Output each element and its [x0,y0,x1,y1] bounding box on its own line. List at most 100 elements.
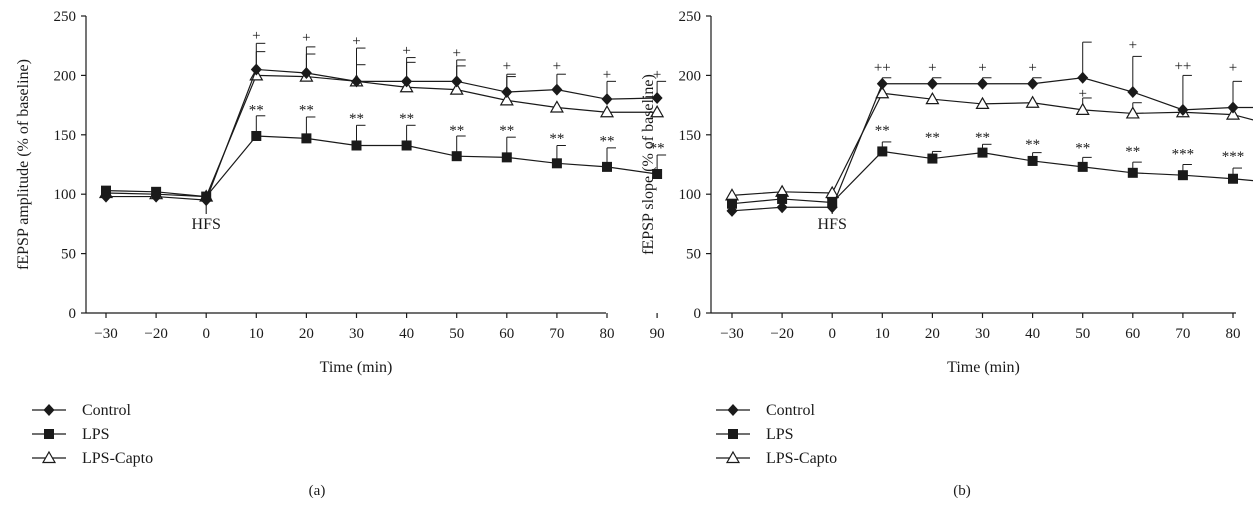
significance-marker: + [978,60,986,76]
data-point [351,140,362,151]
data-point [727,198,737,209]
data-point [1127,86,1139,99]
significance-marker: *** [1222,149,1245,165]
x-tick-label: 50 [449,326,464,342]
data-point [1225,107,1241,120]
y-tick-label: 150 [679,128,702,144]
data-point [451,151,462,162]
y-tick-label: 250 [679,9,702,25]
data-point [351,75,362,88]
data-point [401,140,412,151]
data-point [651,91,663,104]
significance-marker: ** [349,111,364,127]
y-tick-label: 100 [54,187,77,203]
data-point [150,190,162,203]
significance-marker: ** [1025,137,1040,153]
legend-entry: LPS [82,426,110,443]
legend-marker [728,429,738,439]
x-tick-label: 30 [975,326,990,342]
significance-marker: *** [1172,147,1195,163]
significance-marker: ** [299,103,314,119]
data-point [499,93,514,106]
x-tick-label: −20 [770,326,793,342]
panel-label: (b) [953,483,971,499]
x-tick-label: 90 [650,326,665,342]
x-tick-label: 40 [1025,326,1040,342]
series-line [106,68,658,201]
data-point [652,169,663,180]
data-point [601,93,613,106]
series-lps [727,141,1253,209]
significance-marker: + [352,34,360,50]
y-tick-label: 0 [694,306,702,322]
significance-marker: + [503,59,511,75]
significance-marker: + [1129,37,1137,53]
data-point [1027,77,1039,90]
hfs-label: HFS [192,216,221,233]
legend-marker [43,404,55,416]
x-tick-label: 70 [549,326,564,342]
x-tick-label: 0 [202,326,210,342]
data-point [250,63,262,76]
significance-marker: ** [925,130,940,146]
data-point [551,83,563,96]
significance-marker: ** [600,133,615,149]
data-point [1227,101,1239,114]
series-control [726,41,1253,217]
data-point [549,100,564,113]
legend-marker [725,450,741,464]
x-tick-label: 50 [1075,326,1090,342]
legend-entry: Control [766,402,815,419]
series-lps [101,115,667,202]
chart-panel-a: 0 50 100 150 200 250 −30 −20 0 10 20 30 40 50 60 70 80 90… [15,9,667,499]
significance-marker: + [452,46,460,62]
data-point [251,130,262,141]
significance-marker: ** [975,130,990,146]
y-tick-label: 200 [679,68,702,84]
data-point [1125,106,1140,119]
legend-marker [41,450,57,464]
significance-marker: ++ [874,60,891,76]
x-tick-label: −20 [144,326,167,342]
data-point [977,77,988,90]
x-axis-label: Time (min) [947,359,1020,376]
legend: Control LPS LPS-Capto [32,402,153,467]
data-point [1127,167,1138,178]
significance-marker: + [252,28,260,44]
data-point [650,105,665,118]
significance-marker: ** [1075,141,1090,157]
significance-marker: + [928,60,936,76]
significance-marker: ** [549,131,564,147]
significance-marker: ** [449,123,464,139]
data-point [300,67,312,80]
data-point [777,193,788,204]
x-tick-label: 0 [828,326,836,342]
data-point [927,153,938,164]
series-line [105,135,658,198]
legend-entry: LPS-Capto [82,450,153,467]
significance-marker: + [653,67,661,83]
significance-marker: ** [650,141,665,157]
legend-entry: LPS [766,426,794,443]
legend-entry: LPS-Capto [766,450,837,467]
data-point [100,190,112,203]
data-point [877,146,888,157]
x-tick-label: 60 [1125,326,1140,342]
significance-marker: + [603,67,611,83]
x-tick-label: 10 [875,326,890,342]
significance-marker: ** [1125,144,1140,160]
series-line [731,77,1253,212]
significance-marker: + [302,30,310,46]
x-tick-label: 30 [349,326,364,342]
data-point [1177,103,1189,116]
data-point [876,77,888,90]
y-tick-label: 50 [61,247,76,263]
legend-entry: Control [82,402,131,419]
series-lps-capto [98,51,665,202]
significance-marker: + [1078,86,1086,102]
series-line [731,92,1253,196]
y-tick-label: 0 [69,306,77,322]
significance-marker: + [1028,60,1036,76]
series-control [100,42,667,207]
